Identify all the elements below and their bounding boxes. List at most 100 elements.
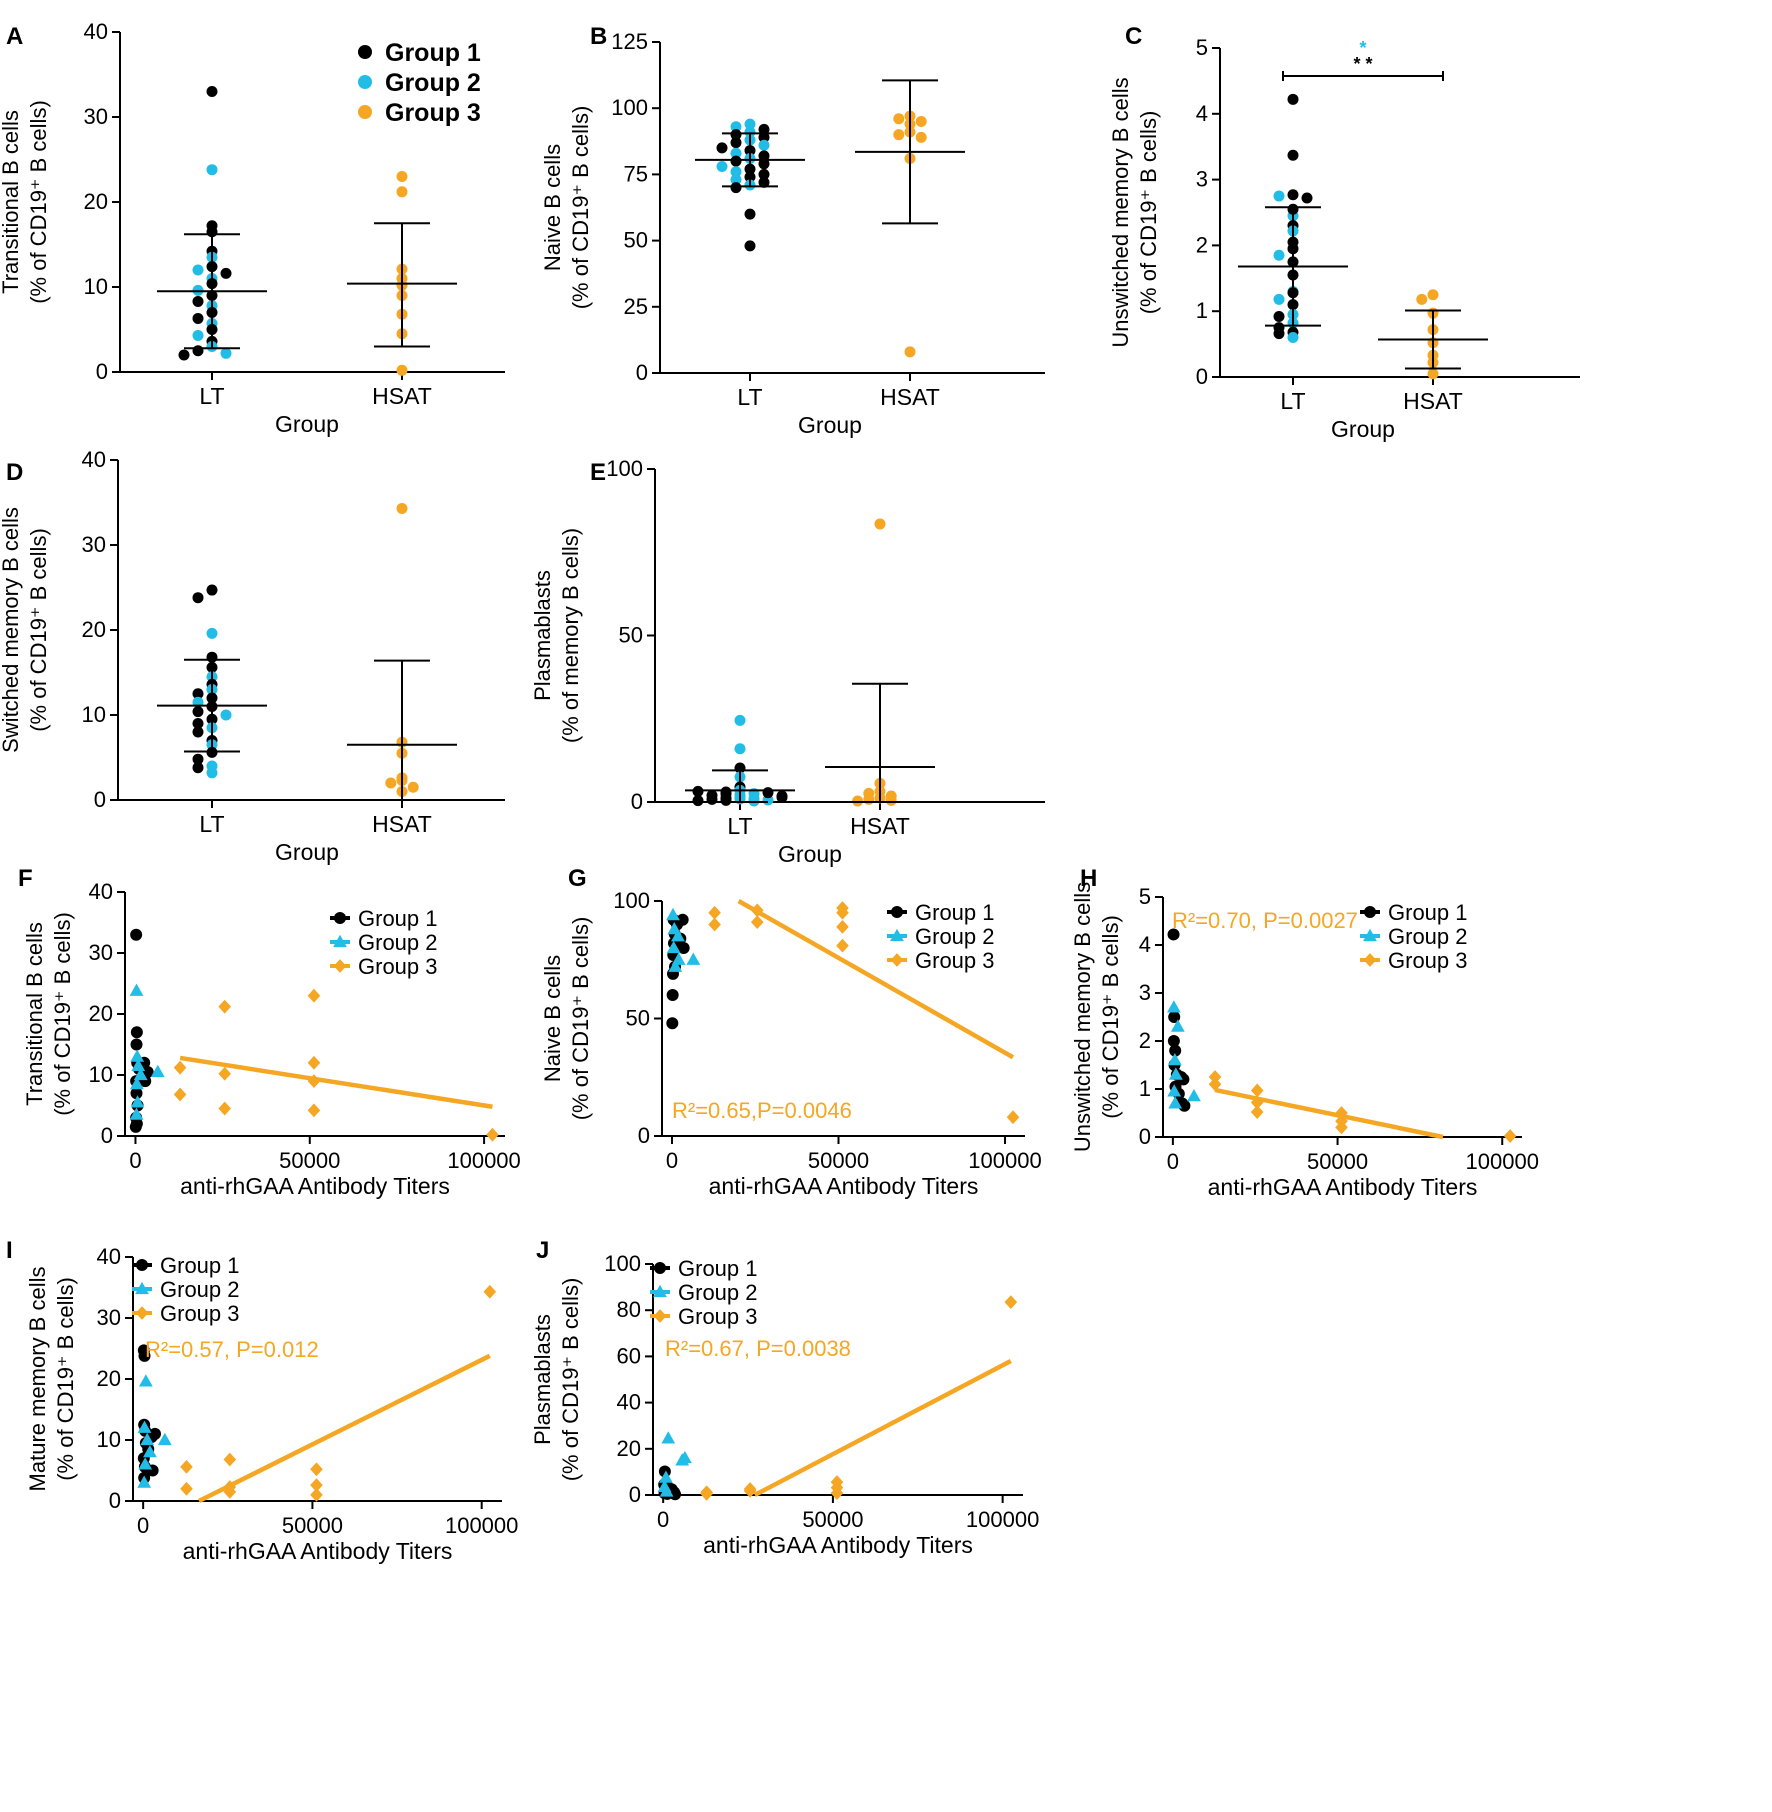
data-point [130,1049,145,1062]
y-tick-label: 10 [89,1062,113,1087]
y-tick-label: 1 [1139,1076,1151,1101]
data-point [708,917,721,932]
legend-label: Group 2 [1388,924,1468,949]
panel-B: B 0 25 50 75 100 125 LT HSAT Group Naive B cells (%… [540,23,1045,438]
y-tick-label: 60 [617,1343,641,1368]
data-point [130,1087,143,1100]
y-tick-label: 30 [84,104,108,129]
legend-marker [358,75,372,89]
panel-letter: C [1125,23,1142,50]
data-point [130,1038,143,1051]
data-point [307,988,321,1003]
data-point [668,959,683,972]
x-tick-label: 100000 [966,1507,1039,1532]
x-axis-label: anti-rhGAA Antibody Titers [703,1532,973,1558]
data-point [893,129,905,141]
data-point [744,208,756,220]
data-point [659,1484,674,1497]
legend-label: Group 2 [385,69,481,97]
y-tick-label: 75 [624,161,648,186]
data-point [776,791,788,803]
x-tick-label: LT [727,813,752,839]
data-point [192,329,204,341]
data-point [1168,1011,1181,1023]
data-point [130,1095,145,1108]
data-point [706,793,718,805]
y-tick-label: 5 [1139,884,1151,909]
data-point [310,1478,323,1493]
data-point [666,1017,679,1030]
x-tick-label: 100000 [447,1148,520,1173]
y-tick-label: 0 [1139,1124,1151,1149]
data-point [730,166,742,178]
data-point [744,240,756,252]
data-point [223,1452,237,1467]
data-point [730,174,742,186]
legend-marker [653,1284,667,1298]
data-point [734,714,746,726]
data-point [220,347,232,359]
x-tick-label: HSAT [372,811,432,837]
data-point [708,905,721,920]
x-axis-label: Group [798,412,862,438]
y-tick-label: 100 [611,95,648,120]
data-point [669,1488,682,1501]
data-point [1273,328,1285,340]
data-point [744,126,756,138]
data-point [1287,149,1299,161]
y-tick-label: 80 [617,1297,641,1322]
data-point [836,938,849,953]
data-point [676,913,689,926]
data-point [744,118,756,130]
data-point [874,518,886,530]
y-axis-label: Transitional B cells [22,922,47,1106]
x-tick-label: 50000 [802,1507,863,1532]
y-tick-label: 30 [82,532,106,557]
data-point [396,186,408,198]
data-point [1169,1044,1182,1057]
legend-label: Group 3 [385,99,481,127]
regression-line [753,1359,1012,1497]
x-tick-label: 100000 [445,1513,518,1538]
data-point [904,346,916,358]
y-tick-label: 0 [636,360,648,385]
legend-marker [890,928,904,942]
y-tick-label: 4 [1196,101,1208,126]
stats-annotation: R²=0.57, P=0.012 [145,1337,319,1362]
y-tick-label: 20 [97,1366,121,1391]
panel-C: C 0 1 2 3 4 5 LT HSAT Group Unswitched memory B ce… [1108,23,1580,442]
x-tick-label: 0 [666,1148,678,1173]
data-point [1503,1129,1517,1143]
legend-label: Group 3 [160,1301,240,1326]
y-axis-label: (% of CD19⁺ B cells) [1098,915,1123,1119]
panel-letter: I [6,1237,13,1264]
data-point [1273,310,1285,322]
data-point [192,753,204,765]
legend-marker [136,1259,148,1271]
data-point [758,176,770,188]
y-tick-label: 0 [101,1123,113,1148]
regression-line [737,899,1015,1060]
data-point [192,295,204,307]
data-point [396,502,408,514]
legend-marker [891,906,903,918]
y-tick-label: 20 [82,617,106,642]
data-point [206,584,218,596]
data-point [307,1055,321,1070]
data-point [758,123,770,135]
legend-label: Group 3 [358,954,438,979]
data-point [1208,1070,1222,1084]
data-point [758,158,770,170]
data-point [730,155,742,167]
legend-label: Group 2 [358,930,438,955]
legend-marker [654,1262,666,1274]
data-point [192,345,204,357]
data-point [762,787,774,799]
data-point [140,1432,155,1446]
y-tick-label: 0 [638,1123,650,1148]
data-point [138,1457,153,1470]
legend-marker [333,934,347,948]
data-point [192,312,204,324]
